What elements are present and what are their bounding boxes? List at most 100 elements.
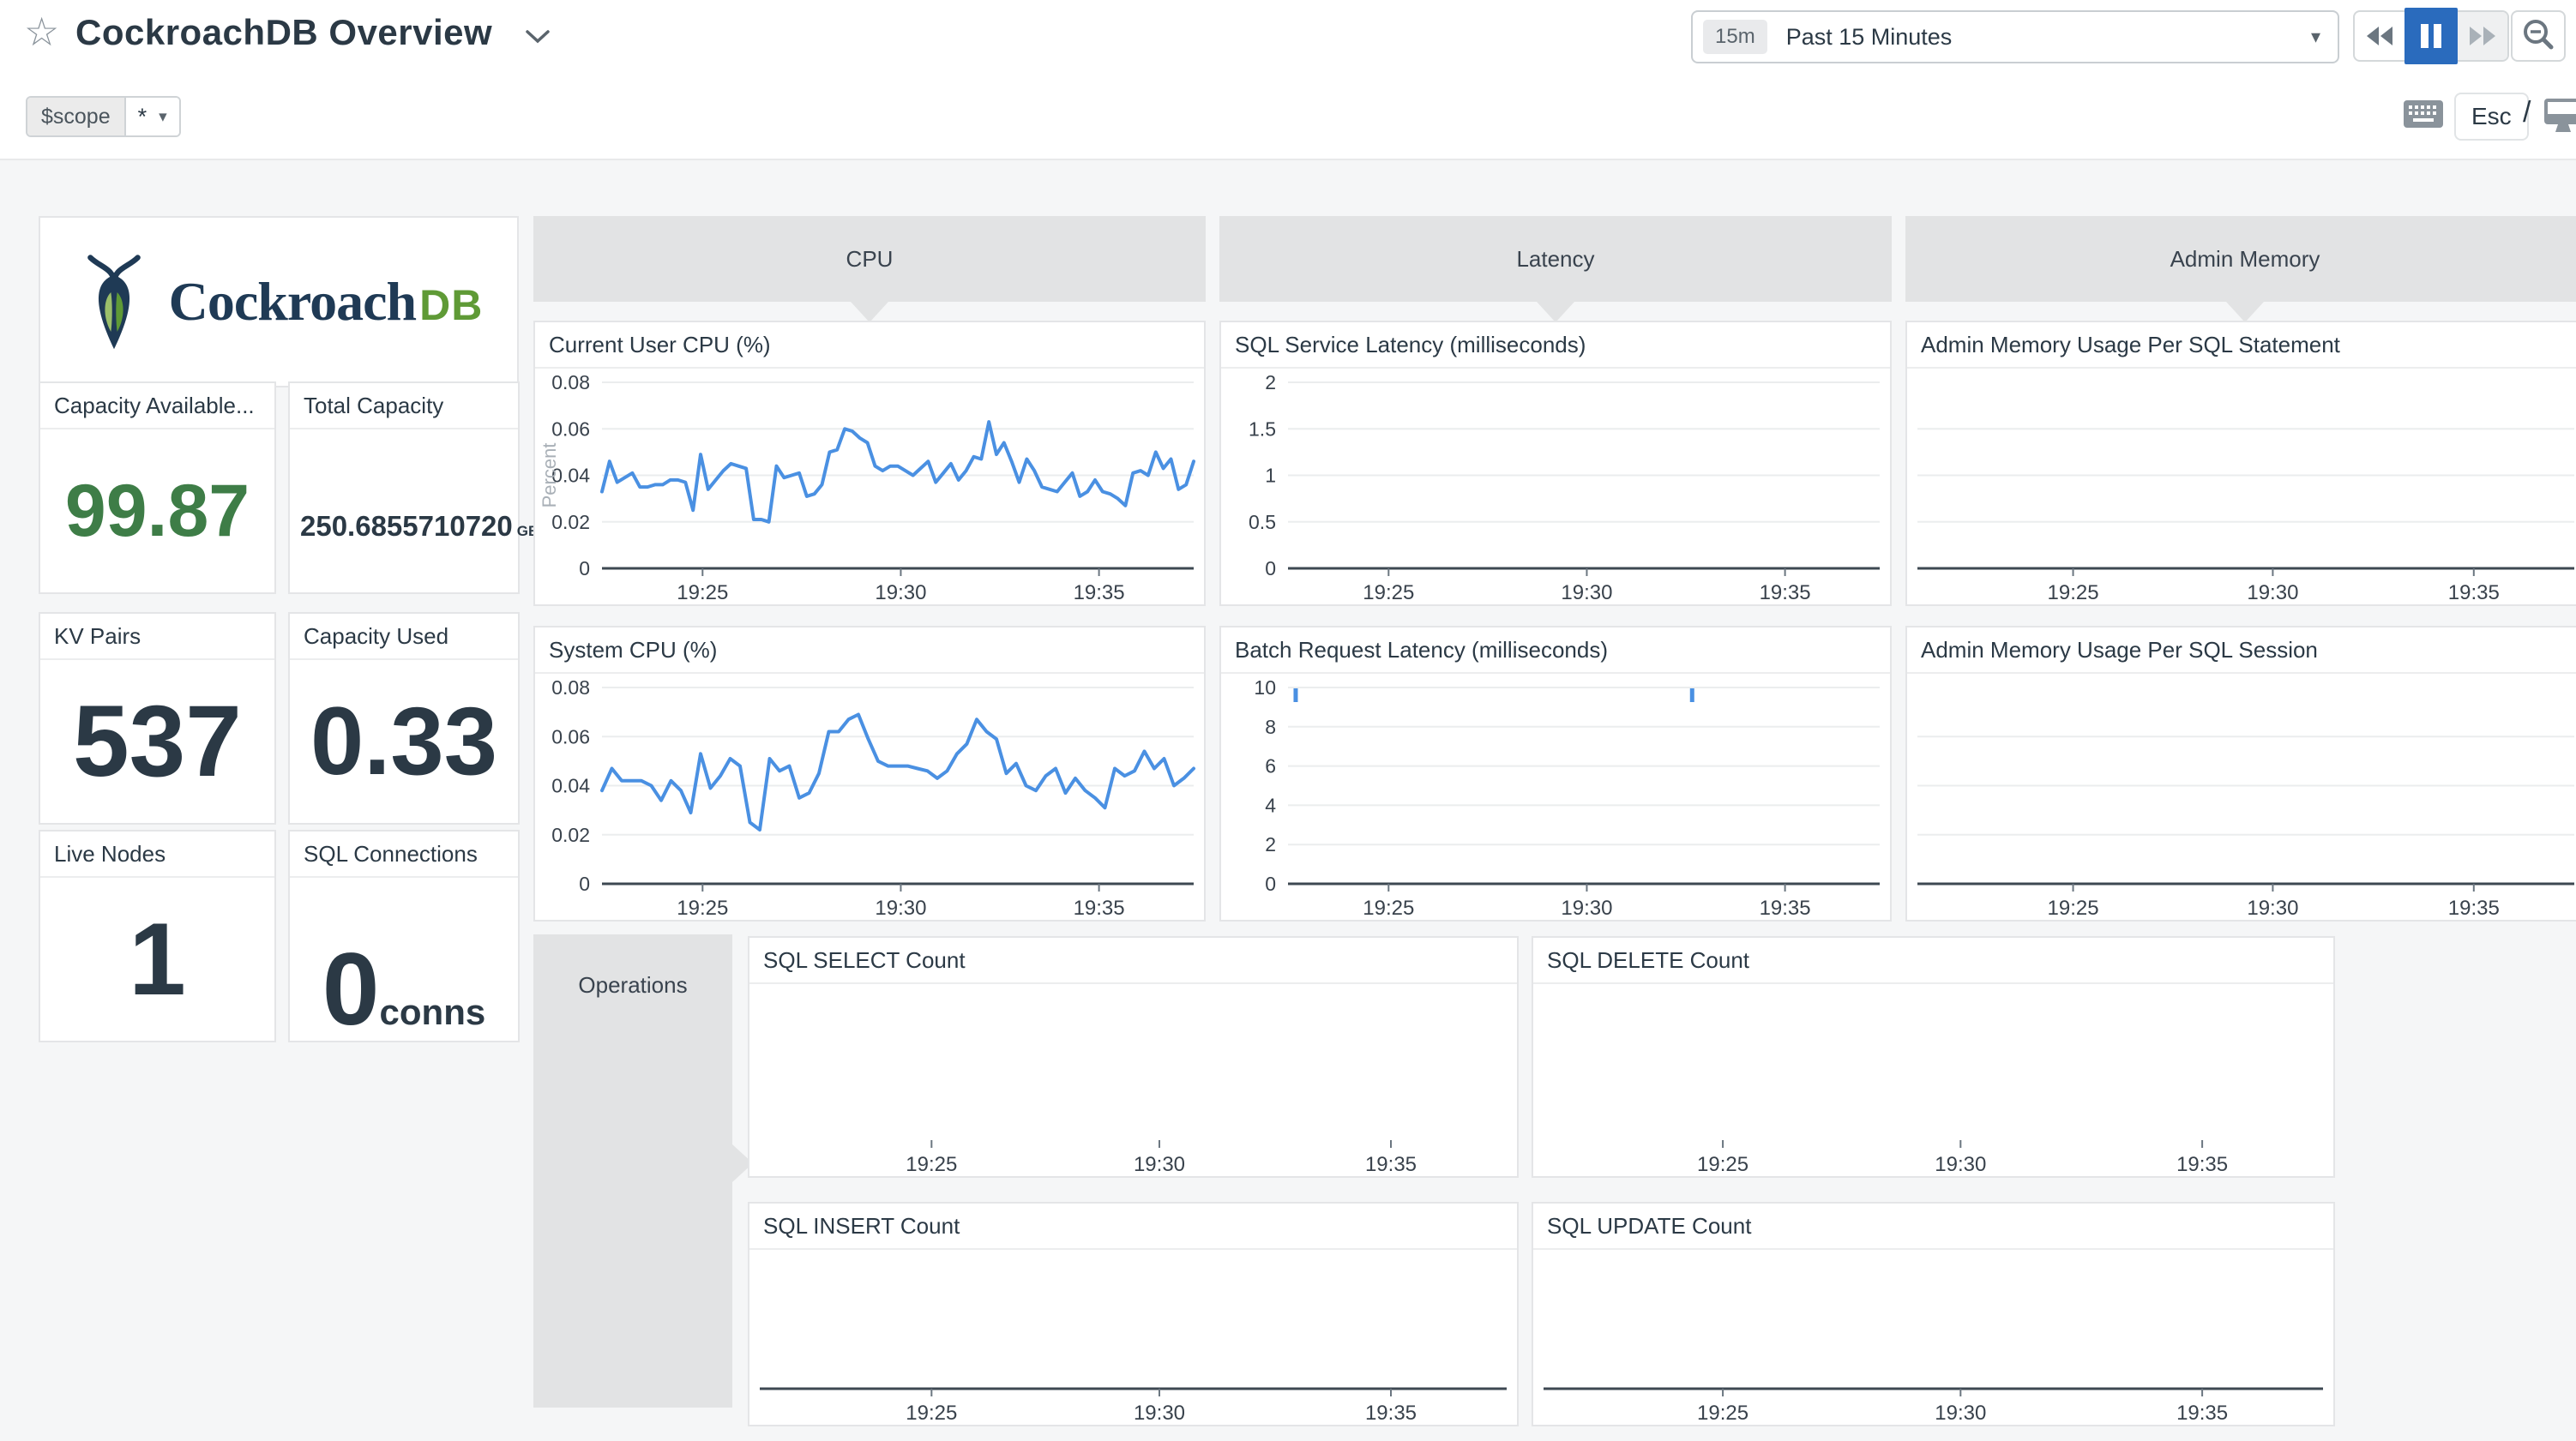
chart-card-sql-service-latency: SQL Service Latency (milliseconds) 0 0.5 1… [1219, 321, 1892, 606]
logo-text: CockroachDB [169, 270, 484, 333]
svg-text:19:25: 19:25 [906, 1153, 957, 1176]
chart-title: SQL Service Latency (milliseconds) [1221, 322, 1890, 369]
time-range-picker[interactable]: 15m Past 15 Minutes ▾ [1691, 10, 2339, 63]
group-title: Admin Memory [2170, 245, 2320, 272]
svg-text:19:25: 19:25 [677, 581, 728, 604]
stat-value: 537 [73, 685, 242, 798]
stat-value: 1 [129, 902, 186, 1017]
title-chevron-down-icon[interactable] [525, 29, 551, 49]
svg-text:19:25: 19:25 [1697, 1402, 1748, 1425]
group-header-latency[interactable]: Latency [1219, 216, 1892, 302]
svg-text:19:30: 19:30 [875, 581, 926, 604]
cockroachdb-logo-card: CockroachDB [39, 216, 519, 387]
chart-plot-system-cpu[interactable]: 0 0.02 0.04 0.06 0.08 19:25 19:30 19:35 [535, 674, 1204, 920]
fast-forward-icon [2470, 27, 2495, 45]
chart-card-sql-delete-count: SQL DELETE Count 19:25 19:30 19:35 [1532, 936, 2335, 1178]
rewind-icon [2367, 27, 2392, 45]
svg-text:0.08: 0.08 [551, 676, 590, 699]
stat-card-capacity-available[interactable]: Capacity Available... 99.87 [39, 381, 276, 594]
group-notch-cpu [851, 302, 888, 322]
svg-text:19:25: 19:25 [2048, 897, 2099, 920]
chart-title: SQL INSERT Count [749, 1204, 1517, 1250]
svg-text:19:35: 19:35 [1760, 897, 1811, 920]
svg-text:19:35: 19:35 [1365, 1153, 1417, 1176]
time-range-badge: 15m [1703, 20, 1767, 54]
svg-text:1.5: 1.5 [1249, 417, 1276, 440]
svg-text:19:30: 19:30 [875, 897, 926, 920]
chart-card-sql-select-count: SQL SELECT Count 19:25 19:30 19:35 [748, 936, 1519, 1178]
pause-button[interactable] [2404, 8, 2458, 64]
stat-card-kv-pairs[interactable]: KV Pairs 537 [39, 612, 276, 825]
chart-plot-sql-select-count[interactable]: 19:25 19:30 19:35 [749, 984, 1517, 1176]
favorite-star-icon[interactable]: ☆ [24, 9, 60, 54]
svg-text:19:30: 19:30 [1935, 1153, 1986, 1176]
stat-value: 0 [322, 932, 380, 1047]
stat-value: 0.33 [310, 687, 497, 795]
chart-card-current-user-cpu: Current User CPU (%) 0 0.02 0.04 0.06 0.08 19… [533, 321, 1206, 606]
chart-title: Current User CPU (%) [535, 322, 1204, 369]
chart-plot-sql-service-latency[interactable]: 0 0.5 1 1.5 2 19:25 19:30 19:35 [1221, 369, 1890, 604]
svg-text:0.5: 0.5 [1249, 511, 1276, 533]
chart-title: Admin Memory Usage Per SQL Statement [1907, 322, 2576, 369]
scope-variable-value[interactable]: * ▾ [125, 98, 179, 135]
dashboard-title: CockroachDB Overview [75, 12, 493, 52]
slash-separator: / [2523, 96, 2531, 129]
template-variable-bar: $scope * ▾ Esc / [0, 77, 2576, 159]
scope-caret-icon: ▾ [159, 107, 167, 126]
stat-title: Total Capacity [290, 383, 518, 429]
svg-text:0.04: 0.04 [551, 775, 590, 797]
rewind-button[interactable] [2355, 12, 2404, 60]
svg-text:0.06: 0.06 [551, 417, 590, 440]
stat-unit: conns [379, 992, 486, 1032]
group-header-admin-memory[interactable]: Admin Memory [1905, 216, 2576, 302]
svg-text:19:25: 19:25 [1697, 1153, 1748, 1176]
chart-plot-admin-memory-session[interactable]: 19:25 19:30 19:35 [1907, 674, 2576, 920]
stat-title: Capacity Available... [40, 383, 274, 429]
zoom-out-button[interactable] [2511, 10, 2566, 62]
chart-plot-batch-request-latency[interactable]: 0 2 4 6 8 10 19:25 19:30 19:35 [1221, 674, 1890, 920]
stat-title: KV Pairs [40, 614, 274, 660]
chart-plot-sql-update-count[interactable]: 19:25 19:30 19:35 [1533, 1250, 2333, 1425]
svg-text:10: 10 [1254, 676, 1276, 699]
chart-plot-current-user-cpu[interactable]: 0 0.02 0.04 0.06 0.08 19:25 19:30 19:35 Percent [535, 369, 1204, 604]
stat-title: Live Nodes [40, 832, 274, 878]
group-header-operations[interactable]: Operations [533, 934, 732, 1408]
stat-card-total-capacity[interactable]: Total Capacity 250.6855710720 GB [288, 381, 539, 594]
chart-plot-sql-insert-count[interactable]: 19:25 19:30 19:35 [749, 1250, 1517, 1425]
pause-icon [2421, 24, 2441, 48]
chart-title: SQL SELECT Count [749, 938, 1517, 984]
group-header-cpu[interactable]: CPU [533, 216, 1206, 302]
chart-title: SQL UPDATE Count [1533, 1204, 2333, 1250]
chart-plot-admin-memory-statement[interactable]: 19:25 19:30 19:35 [1907, 369, 2576, 604]
chart-plot-sql-delete-count[interactable]: 19:25 19:30 19:35 [1533, 984, 2333, 1176]
scope-variable-control[interactable]: $scope * ▾ [26, 96, 181, 137]
time-picker-caret-icon: ▾ [2310, 26, 2320, 47]
scope-value-text: * [137, 103, 147, 129]
svg-text:19:35: 19:35 [1074, 897, 1125, 920]
svg-text:6: 6 [1265, 755, 1276, 778]
logo-word: Cockroach [168, 271, 417, 332]
playback-controls [2353, 8, 2509, 64]
forward-button[interactable] [2458, 12, 2507, 60]
svg-text:19:25: 19:25 [1363, 581, 1414, 604]
svg-text:19:30: 19:30 [1561, 581, 1612, 604]
svg-text:19:25: 19:25 [677, 897, 728, 920]
stat-card-live-nodes[interactable]: Live Nodes 1 [39, 830, 276, 1042]
group-title: Latency [1516, 245, 1595, 272]
keyboard-shortcuts-icon[interactable] [2403, 99, 2444, 133]
svg-text:19:25: 19:25 [2048, 581, 2099, 604]
chart-title: SQL DELETE Count [1533, 938, 2333, 984]
svg-text:0: 0 [1265, 873, 1276, 895]
svg-text:19:30: 19:30 [1134, 1402, 1185, 1425]
esc-key-button[interactable]: Esc [2454, 93, 2529, 141]
svg-text:2: 2 [1265, 833, 1276, 856]
stat-card-capacity-used[interactable]: Capacity Used 0.33 [288, 612, 520, 825]
svg-text:4: 4 [1265, 794, 1276, 816]
chart-card-admin-memory-session: Admin Memory Usage Per SQL Session 19:25… [1905, 626, 2576, 922]
fullscreen-monitor-icon[interactable] [2543, 98, 2576, 138]
stat-unit: GB [516, 523, 539, 539]
svg-text:0: 0 [579, 557, 590, 579]
svg-text:8: 8 [1265, 716, 1276, 738]
svg-text:19:30: 19:30 [1935, 1402, 1986, 1425]
stat-card-sql-connections[interactable]: SQL Connections 0 conns [288, 830, 520, 1042]
